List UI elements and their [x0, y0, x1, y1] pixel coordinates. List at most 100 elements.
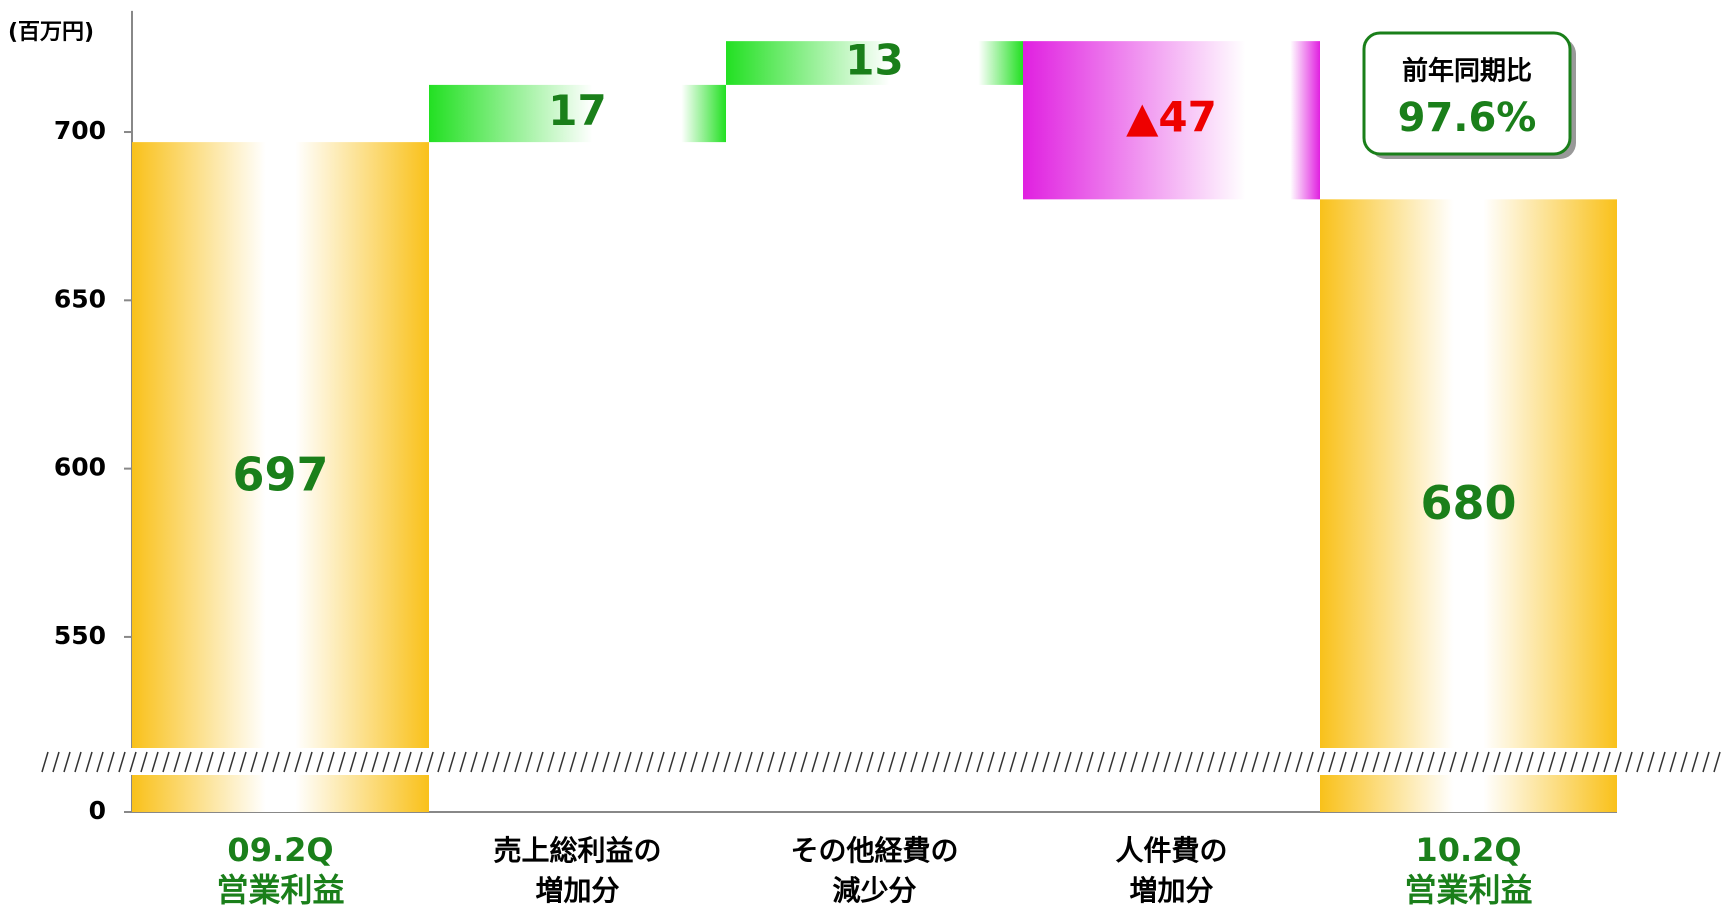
axis-break-hatch — [613, 751, 621, 773]
axis-break-hatch — [1427, 751, 1435, 773]
axis-break-hatch — [998, 751, 1006, 773]
axis-break-hatch — [1669, 751, 1677, 773]
axis-break-hatch — [52, 751, 60, 773]
axis-break-hatch — [1383, 751, 1391, 773]
axis-break-hatch — [470, 751, 478, 773]
axis-break-hatch — [624, 751, 632, 773]
axis-break-hatch — [602, 751, 610, 773]
x-tick-label: 営業利益 — [1404, 871, 1532, 909]
axis-break-hatch — [1372, 751, 1380, 773]
axis-break-hatch — [1691, 751, 1699, 773]
axis-break-hatch — [1361, 751, 1369, 773]
axis-break-hatch — [1009, 751, 1017, 773]
axis-break-hatch — [1515, 751, 1523, 773]
axis-break-hatch — [1416, 751, 1424, 773]
axis-break-hatch — [668, 751, 676, 773]
axis-break-hatch — [1328, 751, 1336, 773]
axis-break-hatch — [1504, 751, 1512, 773]
axis-break-hatch — [1625, 751, 1633, 773]
axis-break-hatch — [382, 751, 390, 773]
axis-break-hatch — [272, 751, 280, 773]
axis-break-hatch — [1570, 751, 1578, 773]
axis-break-hatch — [591, 751, 599, 773]
axis-break-hatch — [635, 751, 643, 773]
axis-break-hatch — [1218, 751, 1226, 773]
axis-break-hatch — [1130, 751, 1138, 773]
axis-break-hatch — [1207, 751, 1215, 773]
axis-break-hatch — [1493, 751, 1501, 773]
bar — [1023, 41, 1320, 200]
axis-break-hatch — [1064, 751, 1072, 773]
axis-break-hatch — [85, 751, 93, 773]
axis-break-hatch — [140, 751, 148, 773]
axis-break-hatch — [1471, 751, 1479, 773]
axis-break-hatch — [360, 751, 368, 773]
axis-break-hatch — [844, 751, 852, 773]
x-tick-label: 増加分 — [1129, 874, 1213, 907]
axis-break-hatch — [756, 751, 764, 773]
axis-break-hatch — [1053, 751, 1061, 773]
axis-break-hatch — [415, 751, 423, 773]
bar — [726, 41, 1023, 85]
axis-break-hatch — [1405, 751, 1413, 773]
axis-break-hatch — [503, 751, 511, 773]
axis-break-hatch — [767, 751, 775, 773]
axis-break-hatch — [481, 751, 489, 773]
axis-break-hatch — [976, 751, 984, 773]
axis-break-hatch — [1306, 751, 1314, 773]
axis-break-hatch — [151, 751, 159, 773]
axis-break-hatch — [283, 751, 291, 773]
axis-break-hatch — [393, 751, 401, 773]
axis-break-hatch — [492, 751, 500, 773]
axis-break-hatch — [877, 751, 885, 773]
annotation-box: 前年同期比 97.6% — [1362, 31, 1576, 159]
axis-break-hatch — [1658, 751, 1666, 773]
axis-break-hatch — [1284, 751, 1292, 773]
axis-break-hatch — [206, 751, 214, 773]
axis-break-hatch — [547, 751, 555, 773]
axis-break-hatch — [437, 751, 445, 773]
axis-break-hatch — [921, 751, 929, 773]
axis-break-hatch — [1229, 751, 1237, 773]
axis-break-hatch — [1317, 751, 1325, 773]
axis-break-hatch — [184, 751, 192, 773]
axis-break-hatch — [932, 751, 940, 773]
axis-break-hatch — [558, 751, 566, 773]
axis-break-hatch — [1042, 751, 1050, 773]
axis-break-hatch — [646, 751, 654, 773]
axis-break-hatch — [1482, 751, 1490, 773]
axis-break-hatch — [866, 751, 874, 773]
axis-break-hatch — [1438, 751, 1446, 773]
axis-break-hatch — [459, 751, 467, 773]
axis-break-hatch — [305, 751, 313, 773]
axis-break-hatch — [822, 751, 830, 773]
axis-break-gap — [0, 748, 1728, 775]
axis-break-hatch — [1152, 751, 1160, 773]
axis-break-hatch — [96, 751, 104, 773]
axis-break-hatch — [789, 751, 797, 773]
axis-break-hatch — [239, 751, 247, 773]
axis-break-hatch — [1713, 751, 1721, 773]
axis-break-hatch — [1251, 751, 1259, 773]
axis-break-hatch — [800, 751, 808, 773]
axis-break-hatch — [426, 751, 434, 773]
axis-break-hatch — [371, 751, 379, 773]
axis-break-hatch — [1086, 751, 1094, 773]
axis-break-hatch — [338, 751, 346, 773]
axis-break-hatch — [1185, 751, 1193, 773]
value-label: 680 — [1420, 476, 1516, 530]
axis-break-hatch — [1141, 751, 1149, 773]
axis-break-hatch — [1196, 751, 1204, 773]
axis-break-hatch — [1295, 751, 1303, 773]
x-tick-label: 売上総利益の — [493, 834, 661, 867]
axis-break-hatch — [657, 751, 665, 773]
axis-break-hatch — [580, 751, 588, 773]
axis-break-hatch — [1526, 751, 1534, 773]
axis-break-hatch — [1449, 751, 1457, 773]
y-tick-label: 550 — [54, 621, 106, 650]
axis-break-hatch — [1108, 751, 1116, 773]
axis-break-hatch — [162, 751, 170, 773]
axis-break-hatch — [569, 751, 577, 773]
axis-break-hatch — [1339, 751, 1347, 773]
